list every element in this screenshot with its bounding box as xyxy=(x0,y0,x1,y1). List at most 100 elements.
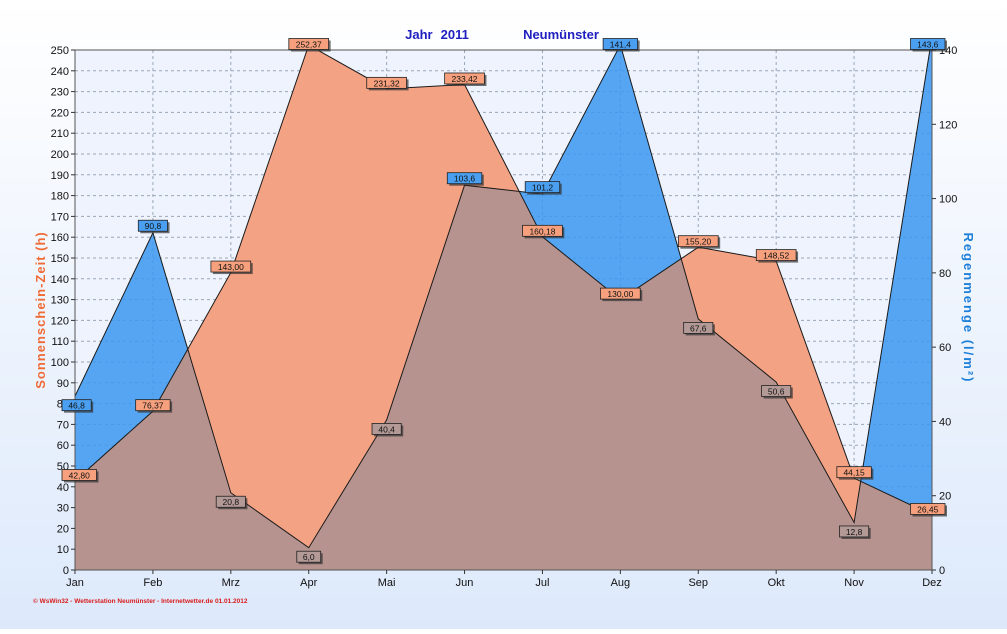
data-label-sun: 233,42 xyxy=(444,72,487,86)
x-tick-label: Feb xyxy=(143,577,162,589)
y-tick-label: 20 xyxy=(57,523,69,535)
y-tick-label: 180 xyxy=(51,191,69,203)
data-label-rain-text: 103,6 xyxy=(454,174,476,184)
y-tick-label: 170 xyxy=(51,211,69,223)
data-label-sun-text: 155,20 xyxy=(685,237,711,247)
x-tick-label: Okt xyxy=(768,577,785,589)
data-label-rain-text: 143,6 xyxy=(917,40,939,50)
y-tick-label: 70 xyxy=(57,419,69,431)
y-tick-label: 130 xyxy=(51,295,69,307)
plot-frame xyxy=(74,49,933,571)
series-areas xyxy=(75,50,932,570)
x-tick-label: Jul xyxy=(535,577,549,589)
data-label-rain: 6,0 xyxy=(296,550,323,565)
data-label-rain-text: 46,8 xyxy=(68,401,85,411)
data-label-rain: 40,4 xyxy=(371,423,404,437)
data-label-rain-text: 50,6 xyxy=(768,387,785,397)
x-tick-label: Jan xyxy=(66,577,84,589)
y-axis-label: Sonnenschein-Zeit (h) xyxy=(33,231,48,389)
y2-tick-label: 0 xyxy=(939,565,945,577)
data-label-sun: 130,00 xyxy=(600,287,643,302)
data-label-sun-text: 143,00 xyxy=(218,262,244,272)
data-label-sun-text: 160,18 xyxy=(529,226,555,236)
x-tick-label: Aug xyxy=(611,577,631,589)
series-area-overlap xyxy=(75,185,932,570)
data-label-sun: 42,80 xyxy=(61,469,99,483)
data-label-rain-text: 90,8 xyxy=(145,221,162,231)
y-tick-label: 250 xyxy=(51,45,69,57)
x-tick-label: Jun xyxy=(456,577,474,589)
y-tick-label: 30 xyxy=(57,503,69,515)
y-tick-label: 140 xyxy=(51,274,69,286)
data-label-sun-text: 42,80 xyxy=(69,470,91,480)
data-labels: 42,80 76,37 143,00 252,37 231,32 233,42 160,18… xyxy=(61,38,947,565)
series-line-rain xyxy=(75,50,931,549)
footer-credit: © WsWin32 - Wetterstation Neumünster - I… xyxy=(33,597,248,605)
data-label-sun: 26,45 xyxy=(910,503,947,517)
data-label-sun-text: 26,45 xyxy=(917,504,939,514)
data-label-rain: 50,6 xyxy=(761,385,793,399)
y2-axis-label: Regenmenge (l/m²) xyxy=(961,232,976,383)
data-label-rain: 46,8 xyxy=(61,399,94,413)
data-label-rain: 67,6 xyxy=(683,322,715,336)
data-label-sun-text: 76,37 xyxy=(142,401,164,411)
y-tick-label: 150 xyxy=(51,253,69,265)
data-label-sun: 252,37 xyxy=(288,38,331,52)
y2-tick-label: 40 xyxy=(939,416,951,428)
data-label-rain-text: 6,0 xyxy=(303,552,315,562)
x-tick-label: Mrz xyxy=(222,577,240,589)
data-label-sun-text: 148,52 xyxy=(763,251,789,261)
data-label-rain-text: 12,8 xyxy=(846,527,863,537)
y-tick-label: 160 xyxy=(51,232,69,244)
data-label-rain: 141,4 xyxy=(602,38,640,52)
x-tick-label: Mai xyxy=(378,577,396,589)
y2-tick-label: 80 xyxy=(939,268,951,280)
x-tick-label: Apr xyxy=(300,577,317,589)
y-tick-label: 110 xyxy=(51,336,69,348)
data-label-rain: 20,8 xyxy=(215,495,248,510)
data-label-sun: 148,52 xyxy=(755,249,799,263)
data-label-rain-text: 67,6 xyxy=(690,323,707,333)
data-label-sun-text: 130,00 xyxy=(607,289,633,299)
data-label-sun: 231,32 xyxy=(366,76,409,91)
series-line-sun xyxy=(75,50,932,516)
y-tick-label: 240 xyxy=(51,66,69,78)
data-label-sun: 76,37 xyxy=(135,399,173,413)
data-label-rain: 143,6 xyxy=(910,38,947,52)
x-tick-label: Sep xyxy=(688,577,708,589)
data-label-rain: 12,8 xyxy=(839,525,871,539)
x-tick-label: Nov xyxy=(844,577,864,589)
data-label-rain-text: 141,4 xyxy=(610,40,632,50)
data-label-sun: 155,20 xyxy=(677,235,721,249)
data-label-sun-text: 233,42 xyxy=(452,74,478,84)
data-label-rain-text: 101,2 xyxy=(532,183,554,193)
y2-tick-label: 120 xyxy=(939,119,957,131)
chart-title-station: Neumünster xyxy=(523,27,599,42)
y-tick-label: 230 xyxy=(51,87,69,99)
y-tick-label: 10 xyxy=(57,544,69,556)
data-label-rain: 101,2 xyxy=(524,181,562,195)
data-label-rain: 103,6 xyxy=(446,172,484,186)
data-label-sun: 143,00 xyxy=(210,260,253,275)
data-label-sun: 160,18 xyxy=(522,224,565,239)
y2-tick-label: 60 xyxy=(939,342,951,354)
data-label-rain: 90,8 xyxy=(137,219,170,234)
y-tick-label: 190 xyxy=(51,170,69,182)
data-label-sun-text: 231,32 xyxy=(374,78,400,88)
data-label-sun: 44,15 xyxy=(836,466,874,480)
y-tick-label: 210 xyxy=(51,128,69,140)
y-tick-label: 90 xyxy=(57,378,69,390)
y-tick-label: 100 xyxy=(51,357,69,369)
y2-tick-label: 20 xyxy=(939,491,951,503)
axes: 0102030405060708090100110120130140150160… xyxy=(51,45,958,589)
y-tick-label: 120 xyxy=(51,315,69,327)
x-tick-label: Dez xyxy=(922,577,942,589)
y-tick-label: 200 xyxy=(51,149,69,161)
data-label-rain-text: 20,8 xyxy=(223,497,240,507)
y-tick-label: 40 xyxy=(57,482,69,494)
y2-tick-label: 100 xyxy=(939,194,957,206)
chart-title-year: Jahr 2011 xyxy=(405,27,469,42)
data-label-rain-text: 40,4 xyxy=(378,424,395,434)
